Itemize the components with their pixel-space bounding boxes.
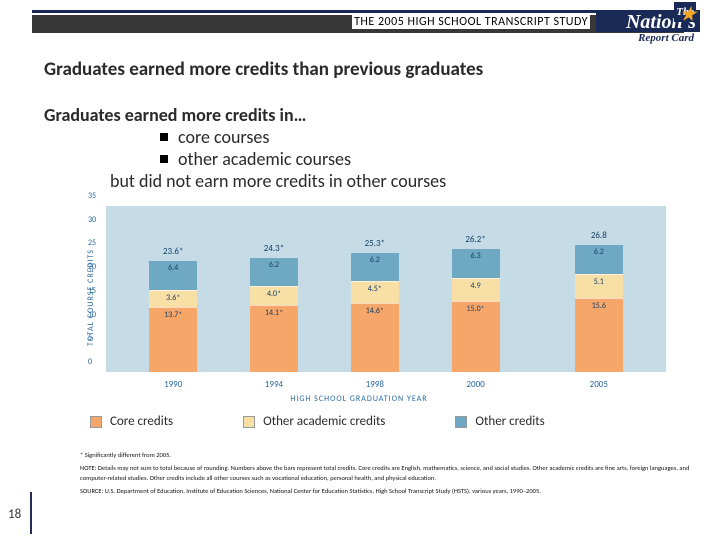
- page-number-bar: [30, 492, 32, 534]
- chart-xlabels-container: 1990 1994 1998 2000 2005: [44, 200, 674, 400]
- legend-item-other: Other credits: [455, 414, 544, 429]
- legend-item-other-academic: Other academic credits: [243, 414, 385, 429]
- slide-title: Graduates earned more credits than previ…: [44, 58, 483, 81]
- header-rule: [32, 10, 684, 13]
- legend-swatch-core: [90, 416, 102, 428]
- legend-label-other-academic: Other academic credits: [263, 414, 385, 429]
- bullet-2-text: other academic courses: [178, 148, 351, 170]
- legend: Core credits Other academic credits Othe…: [90, 414, 680, 429]
- bullet-square-icon: [160, 133, 168, 141]
- star-icon: ★: [680, 4, 696, 24]
- bullet-1: core courses: [160, 126, 351, 148]
- footnotes: * Significantly different from 2005. NOT…: [80, 450, 690, 499]
- chart: TOTAL COURSE CREDITS 05101520253035 HIGH…: [44, 200, 674, 400]
- but-line: but did not earn more credits in other c…: [110, 170, 446, 192]
- chart-xlabel: 2005: [590, 379, 608, 390]
- legend-swatch-other-academic: [243, 416, 255, 428]
- legend-label-core: Core credits: [110, 414, 173, 429]
- bullet-2: other academic courses: [160, 148, 351, 170]
- legend-label-other: Other credits: [475, 414, 544, 429]
- chart-xlabel: 1990: [164, 379, 182, 390]
- bullet-1-text: core courses: [178, 126, 269, 148]
- logo-report-text: Report Card: [596, 32, 700, 44]
- page-number: 18: [8, 507, 21, 522]
- bullet-square-icon: [160, 155, 168, 163]
- footnote-significance: * Significantly different from 2005.: [80, 450, 690, 460]
- slide-subhead: Graduates earned more credits in…: [44, 104, 306, 126]
- bullet-list: core courses other academic courses: [160, 126, 351, 170]
- study-label: THE 2005 HIGH SCHOOL TRANSCRIPT STUDY: [352, 15, 590, 29]
- chart-xlabel: 1994: [265, 379, 283, 390]
- footnote-note: NOTE: Details may not sum to total becau…: [80, 463, 690, 483]
- legend-item-core: Core credits: [90, 414, 173, 429]
- nations-report-card-logo: The Nation's ★ Report Card: [596, 10, 700, 44]
- logo-nations-text: The Nation's ★: [596, 10, 700, 32]
- footnote-source: SOURCE: U.S. Department of Education, In…: [80, 486, 690, 496]
- legend-swatch-other: [455, 416, 467, 428]
- chart-xlabel: 1998: [366, 379, 384, 390]
- chart-xlabel: 2000: [466, 379, 484, 390]
